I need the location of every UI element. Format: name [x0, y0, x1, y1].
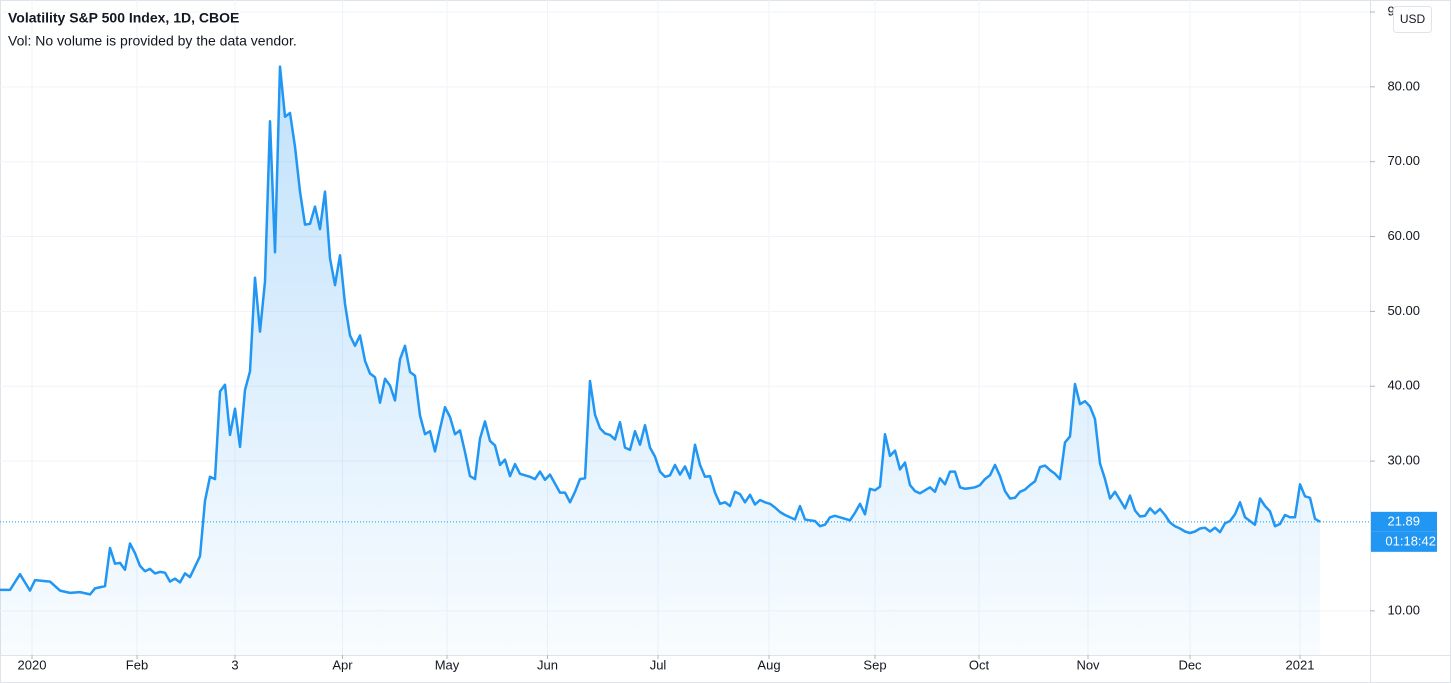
y-tick-label: 80.00: [1387, 78, 1420, 93]
x-tick-label: 2021: [1286, 657, 1315, 672]
x-tick-label: Jun: [537, 657, 558, 672]
x-tick-label: Feb: [126, 657, 148, 672]
countdown-label: 01:18:42: [1385, 533, 1436, 548]
y-tick-label: 50.00: [1387, 303, 1420, 318]
chart-title: Volatility S&P 500 Index, 1D, CBOE: [8, 10, 239, 26]
currency-button[interactable]: [1393, 6, 1432, 33]
x-tick-label: 2020: [18, 657, 47, 672]
x-tick-label: Sep: [863, 657, 886, 672]
y-tick-label: 60.00: [1387, 228, 1420, 243]
x-tick-label: Dec: [1178, 657, 1202, 672]
line: [0, 65, 1321, 596]
x-tick-label: Aug: [757, 657, 780, 672]
area: [0, 66, 1320, 656]
x-tick-label: May: [435, 657, 460, 672]
y-tick-label: 40.00: [1387, 378, 1420, 393]
y-tick-label: 30.00: [1387, 453, 1420, 468]
currency-label[interactable]: USD: [1400, 12, 1426, 26]
x-tick-label: 3: [231, 657, 238, 672]
countdown-box: [1371, 531, 1437, 552]
x-tick-label: Nov: [1076, 657, 1100, 672]
last-price-box: [1371, 511, 1437, 532]
x-tick-label: Jul: [650, 657, 667, 672]
y-tick-label: 10.00: [1387, 602, 1420, 617]
last-price-label: 21.89: [1387, 513, 1420, 528]
y-tick-label: 70.00: [1387, 153, 1420, 168]
x-tick-label: Apr: [332, 657, 353, 672]
x-tick-label: Oct: [969, 657, 990, 672]
subtitle: Vol: No volume is provided by the data v…: [8, 33, 297, 49]
